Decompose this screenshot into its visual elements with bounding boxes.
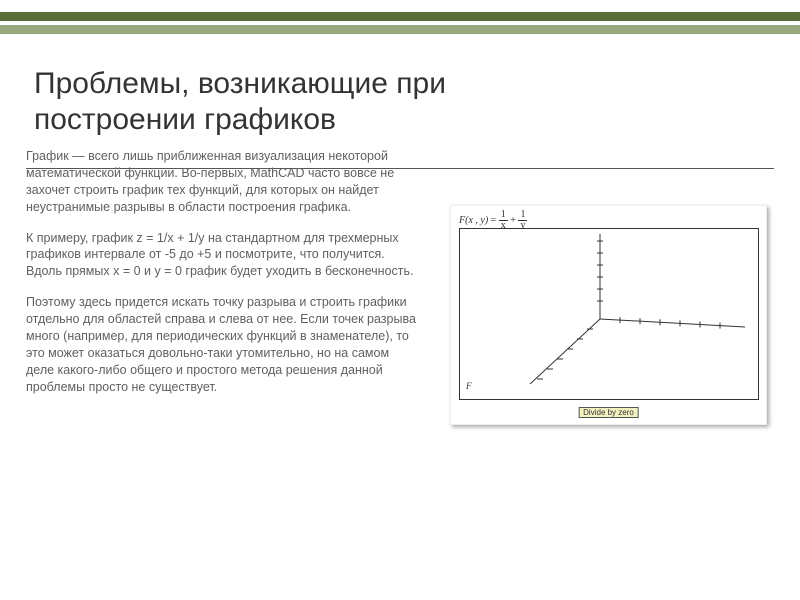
- chart-error-label: Divide by zero: [578, 407, 639, 418]
- paragraph-1: График — всего лишь приближенная визуали…: [26, 148, 416, 216]
- paragraph-2: К примеру, график z = 1/x + 1/y на станд…: [26, 230, 416, 281]
- body-text: График — всего лишь приближенная визуали…: [26, 148, 416, 409]
- chart-plot-area: F: [459, 228, 759, 400]
- chart-corner-label: F: [466, 381, 472, 391]
- header-bars: [0, 12, 800, 34]
- header-bar-2: [0, 25, 800, 34]
- chart-panel: F(x , y) = 1 x + 1 y F Divide by zero: [450, 205, 767, 425]
- axes-icon: [460, 229, 758, 399]
- header-bar-1: [0, 12, 800, 21]
- slide-title: Проблемы, возникающие при построении гра…: [34, 66, 554, 138]
- paragraph-3: Поэтому здесь придется искать точку разр…: [26, 294, 416, 395]
